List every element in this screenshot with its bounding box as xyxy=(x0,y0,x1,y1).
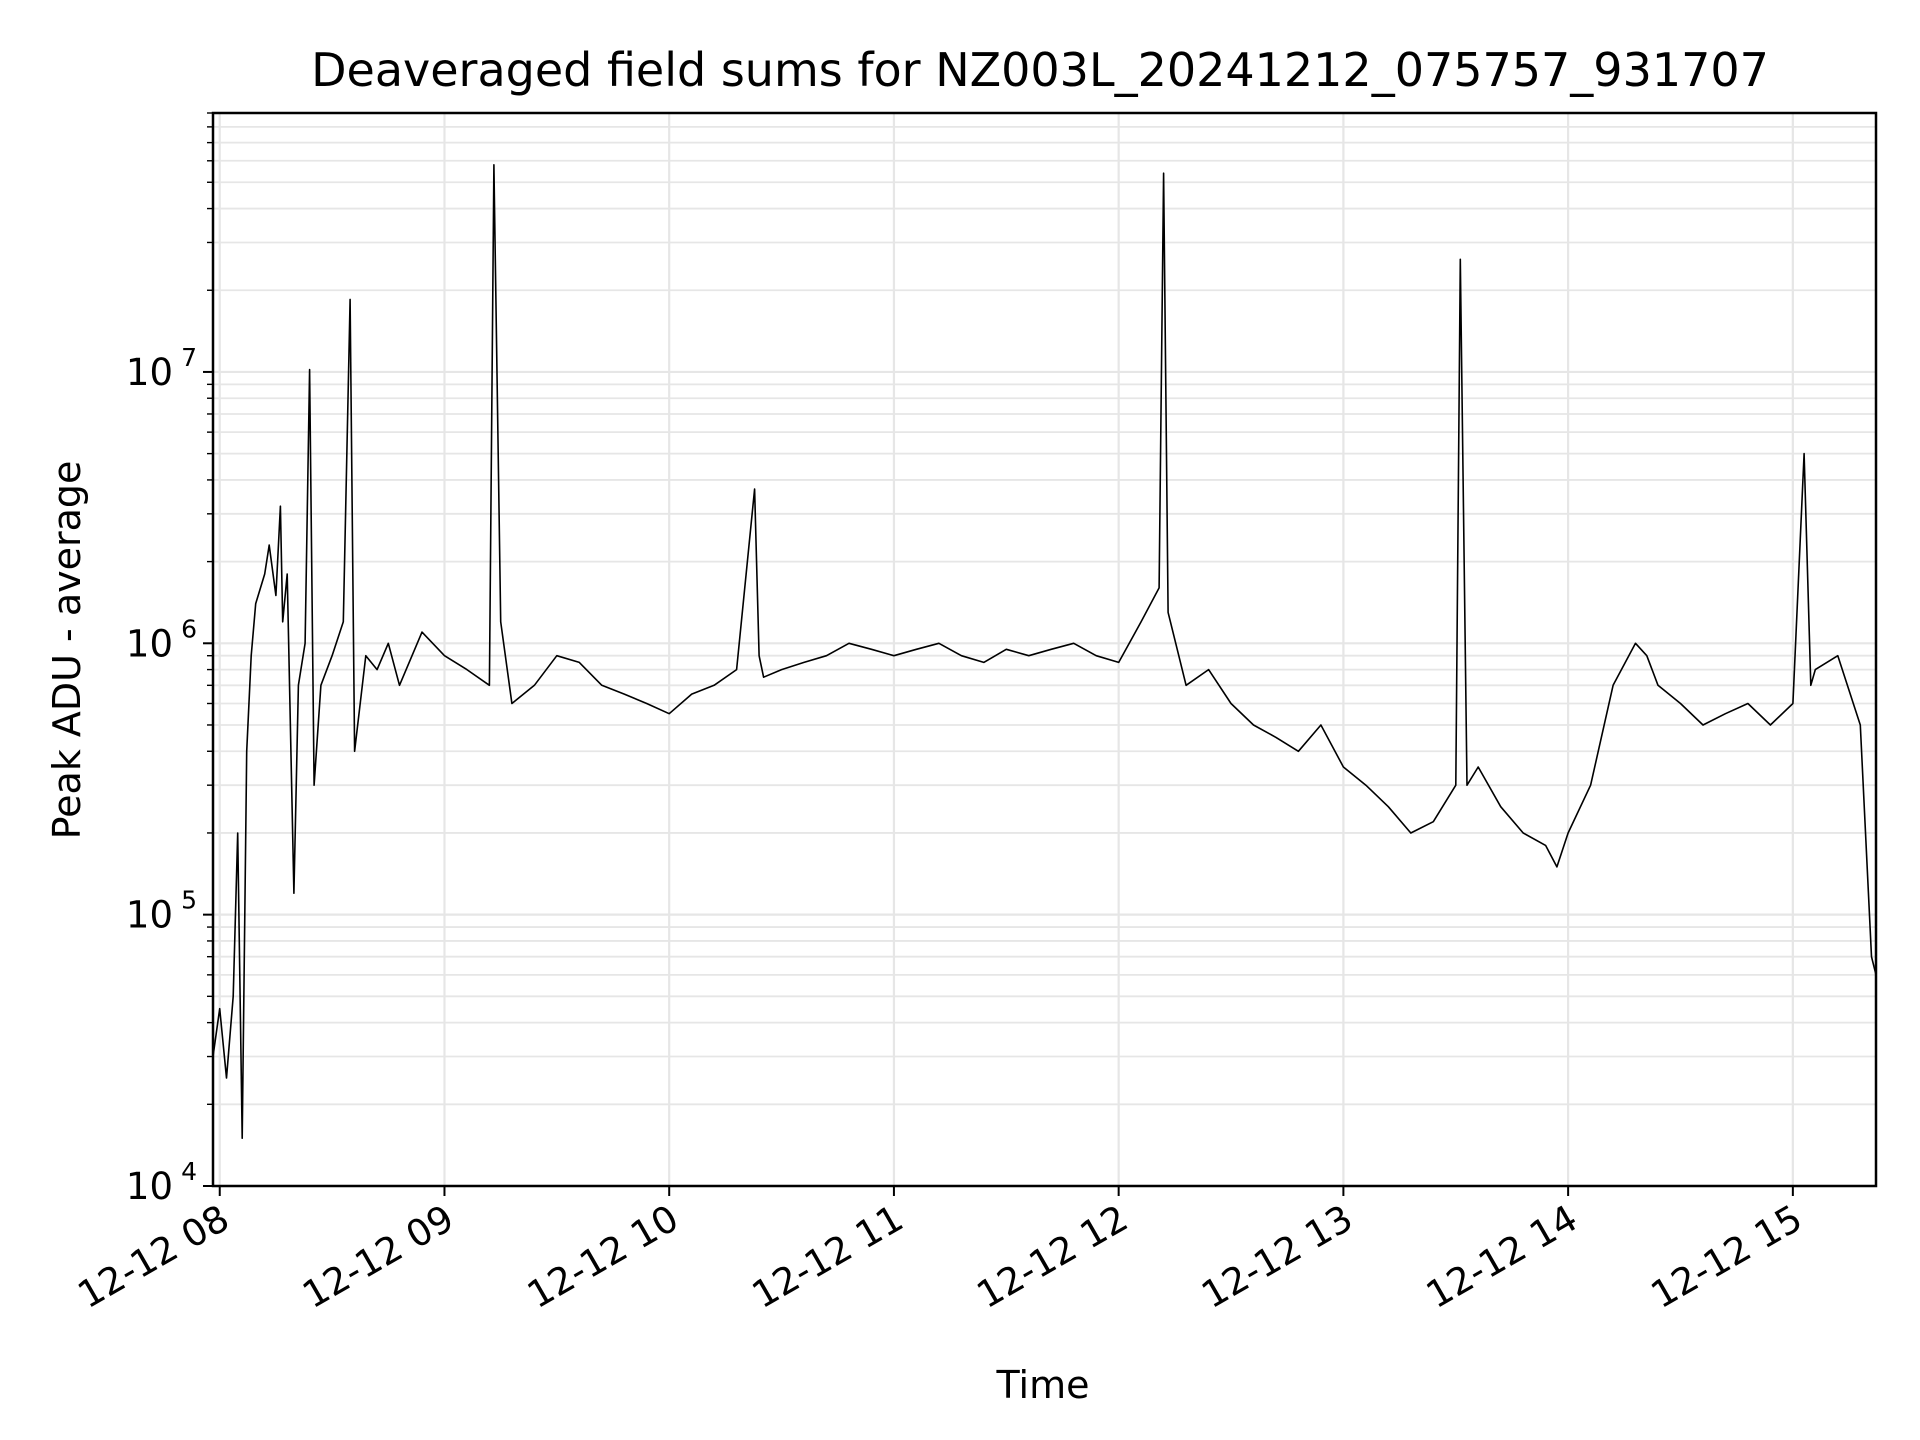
plot-frame xyxy=(211,111,1878,1188)
y-axis-ticks: 10 4 10 5 10 6 10 7 xyxy=(126,112,213,1208)
x-tick-label: 12-12 08 xyxy=(71,1197,237,1317)
y-tick-exponent: 5 xyxy=(181,886,197,915)
chart-title: Deaveraged field sums for NZ003L_2024121… xyxy=(311,43,1769,97)
y-tick-exponent: 7 xyxy=(181,343,197,372)
y-tick-exponent: 4 xyxy=(181,1157,197,1186)
x-tick-label: 12-12 14 xyxy=(1419,1197,1585,1317)
y-tick-label: 10 xyxy=(126,622,173,665)
x-tick-label: 12-12 12 xyxy=(970,1197,1136,1317)
series-line xyxy=(212,164,1877,1139)
x-tick-label: 12-12 15 xyxy=(1644,1197,1810,1317)
x-axis-ticks: 12-12 08 12-12 09 12-12 10 12-12 11 12-12 12… xyxy=(71,1186,1810,1317)
y-axis-label: Peak ADU - average xyxy=(45,461,89,840)
grid xyxy=(213,112,1876,1188)
x-axis-label: Time xyxy=(996,1363,1090,1407)
y-tick-label: 10 xyxy=(126,894,173,937)
y-tick-label: 10 xyxy=(126,351,173,394)
data-series xyxy=(212,164,1877,1139)
x-tick-label: 12-12 09 xyxy=(295,1197,461,1317)
x-tick-label: 12-12 10 xyxy=(520,1197,686,1317)
x-tick-label: 12-12 11 xyxy=(745,1197,911,1317)
x-tick-label: 12-12 13 xyxy=(1194,1197,1360,1317)
y-tick-label: 10 xyxy=(126,1165,173,1208)
y-tick-exponent: 6 xyxy=(181,614,197,643)
